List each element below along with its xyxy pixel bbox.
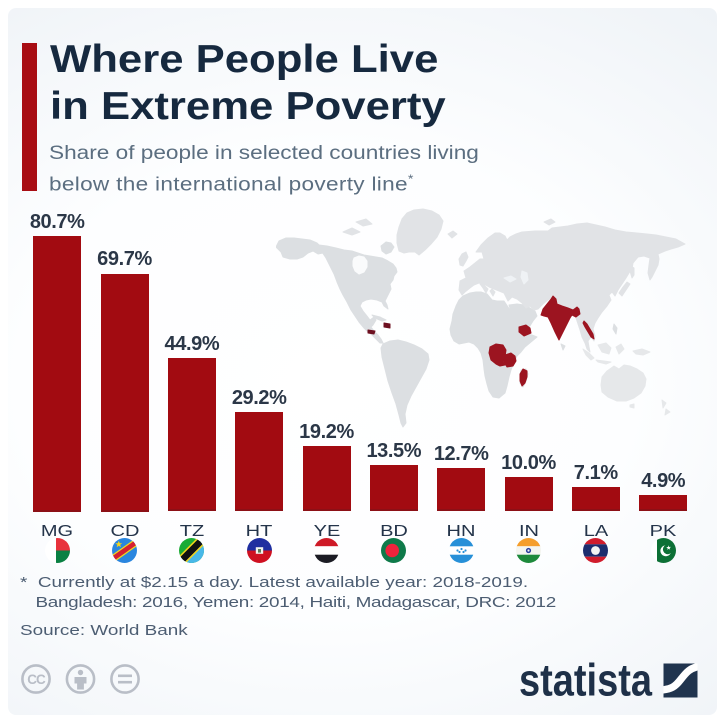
svg-text:CC: CC <box>27 672 46 687</box>
svg-text:statista: statista <box>519 655 653 706</box>
